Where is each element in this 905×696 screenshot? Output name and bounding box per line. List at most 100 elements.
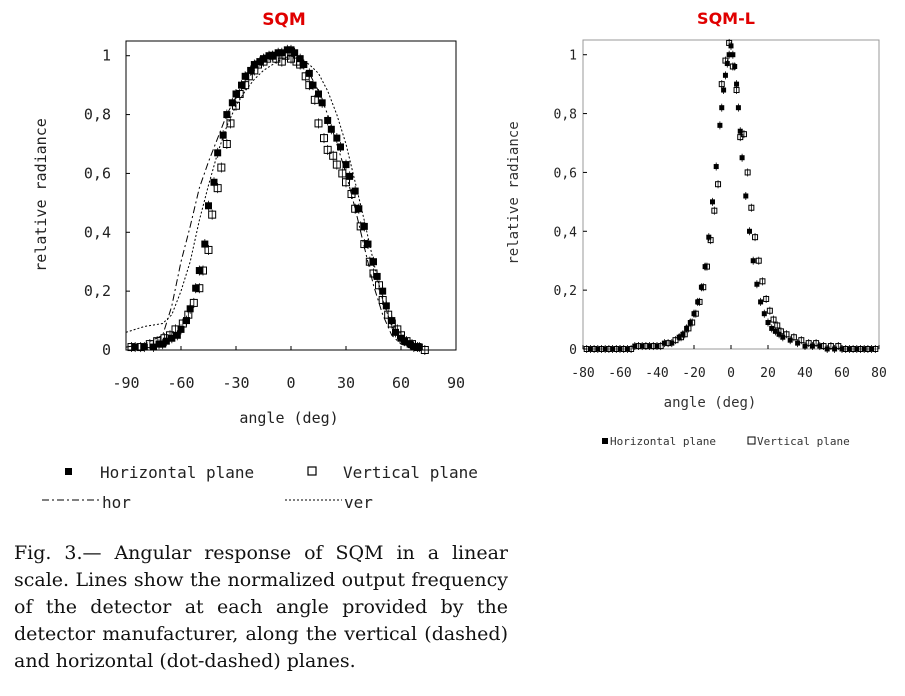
data-point-vertical — [692, 310, 699, 317]
data-point-vertical — [199, 266, 207, 275]
x-tick-label: 30 — [337, 374, 355, 392]
y-tick-label: 0,2 — [84, 282, 111, 300]
data-point-horizontal — [747, 228, 752, 234]
data-point-vertical — [665, 340, 672, 347]
data-point-vertical — [613, 346, 620, 352]
data-point-vertical — [740, 131, 747, 138]
data-point-vertical — [323, 145, 332, 154]
data-point-vertical — [774, 322, 781, 329]
data-point-horizontal — [173, 331, 181, 339]
y-tick-label: 0 — [569, 343, 577, 358]
data-point-vertical — [726, 39, 733, 46]
x-axis-ticks: -80 -60 -40 -20 0 20 40 60 80 — [571, 345, 887, 381]
data-point-horizontal — [802, 343, 808, 349]
x-tick-label: -90 — [112, 374, 139, 392]
legend-marker-vertical — [307, 466, 317, 476]
data-point-horizontal — [602, 346, 608, 352]
x-axis-label: angle (deg) — [239, 409, 338, 427]
data-point-vertical — [378, 295, 387, 304]
data-point-horizontal — [743, 193, 749, 199]
legend-label-horizontal: Horizontal plane — [100, 463, 254, 482]
data-point-horizontal — [318, 99, 326, 107]
data-point-vertical — [189, 298, 198, 307]
data-point-horizontal — [159, 340, 167, 348]
data-point-vertical — [296, 60, 305, 69]
data-point-horizontal — [687, 320, 693, 326]
data-point-vertical — [184, 310, 193, 319]
data-point-vertical — [696, 298, 703, 305]
y-tick-label: 0,4 — [554, 225, 578, 240]
data-point-horizontal — [168, 334, 176, 342]
data-point-vertical — [628, 346, 635, 352]
data-point-horizontal — [735, 105, 741, 111]
data-point-horizontal — [854, 346, 860, 352]
y-tick-label: 0 — [102, 341, 111, 359]
legend-label-vertical: Vertical plane — [757, 435, 850, 448]
data-point-horizontal — [702, 264, 708, 270]
y-axis-label: relative radiance — [32, 118, 50, 272]
data-point-horizontal — [287, 46, 295, 54]
data-point-vertical — [657, 343, 664, 350]
data-point-horizontal — [632, 343, 638, 349]
data-point-horizontal — [717, 122, 723, 128]
data-point-vertical — [369, 269, 378, 278]
data-point-vertical — [136, 343, 145, 352]
x-tick-label: 60 — [834, 366, 850, 381]
data-point-horizontal — [177, 325, 185, 333]
data-point-horizontal — [342, 161, 350, 169]
data-point-vertical — [770, 316, 777, 323]
data-point-horizontal — [210, 178, 218, 186]
data-point-horizontal — [726, 52, 732, 58]
data-point-horizontal — [346, 172, 354, 180]
data-point-horizontal — [291, 49, 299, 57]
data-point-horizontal — [765, 320, 771, 326]
data-point-vertical — [287, 54, 295, 63]
data-point-horizontal — [327, 125, 335, 133]
data-point-horizontal — [595, 346, 601, 352]
data-point-vertical — [681, 331, 688, 338]
data-point-horizontal — [162, 337, 170, 345]
data-point-vertical — [777, 328, 784, 335]
data-point-vertical — [402, 337, 411, 346]
data-point-horizontal — [617, 346, 623, 352]
data-point-horizontal — [730, 52, 736, 58]
data-point-horizontal — [691, 311, 697, 317]
data-point-vertical — [703, 263, 710, 270]
data-point-vertical — [759, 278, 766, 285]
data-point-horizontal — [772, 328, 778, 334]
data-point-vertical — [620, 346, 627, 352]
data-point-horizontal — [795, 340, 801, 346]
data-point-horizontal — [155, 340, 163, 348]
data-point-vertical — [320, 134, 328, 143]
point-series — [127, 44, 429, 355]
x-tick-label: 80 — [871, 366, 887, 381]
y-axis-label: relative radiance — [506, 121, 522, 264]
x-tick-label: 0 — [286, 374, 295, 392]
data-point-vertical — [591, 346, 598, 352]
data-point-horizontal — [824, 346, 830, 352]
data-point-vertical — [642, 343, 649, 350]
data-point-vertical — [744, 169, 751, 176]
y-tick-label: 0,8 — [84, 106, 111, 124]
data-point-vertical — [310, 95, 319, 104]
data-point-vertical — [805, 340, 812, 347]
data-point-horizontal — [669, 340, 675, 346]
data-point-vertical — [213, 184, 222, 193]
data-point-horizontal — [315, 90, 322, 98]
data-point-vertical — [360, 240, 369, 249]
data-point-horizontal — [333, 134, 341, 142]
data-point-horizontal — [846, 346, 852, 352]
data-point-vertical — [217, 163, 226, 172]
y-tick-label: 1 — [569, 49, 577, 64]
chart-title: SQM-L — [697, 9, 755, 28]
data-point-vertical — [635, 343, 642, 350]
x-tick-label: -30 — [222, 374, 249, 392]
data-point-horizontal — [861, 346, 867, 352]
data-point-horizontal — [734, 81, 740, 87]
data-point-horizontal — [780, 334, 786, 340]
data-point-horizontal — [639, 343, 645, 349]
data-point-vertical — [715, 181, 722, 188]
data-point-horizontal — [869, 346, 875, 352]
data-point-horizontal — [219, 131, 227, 139]
